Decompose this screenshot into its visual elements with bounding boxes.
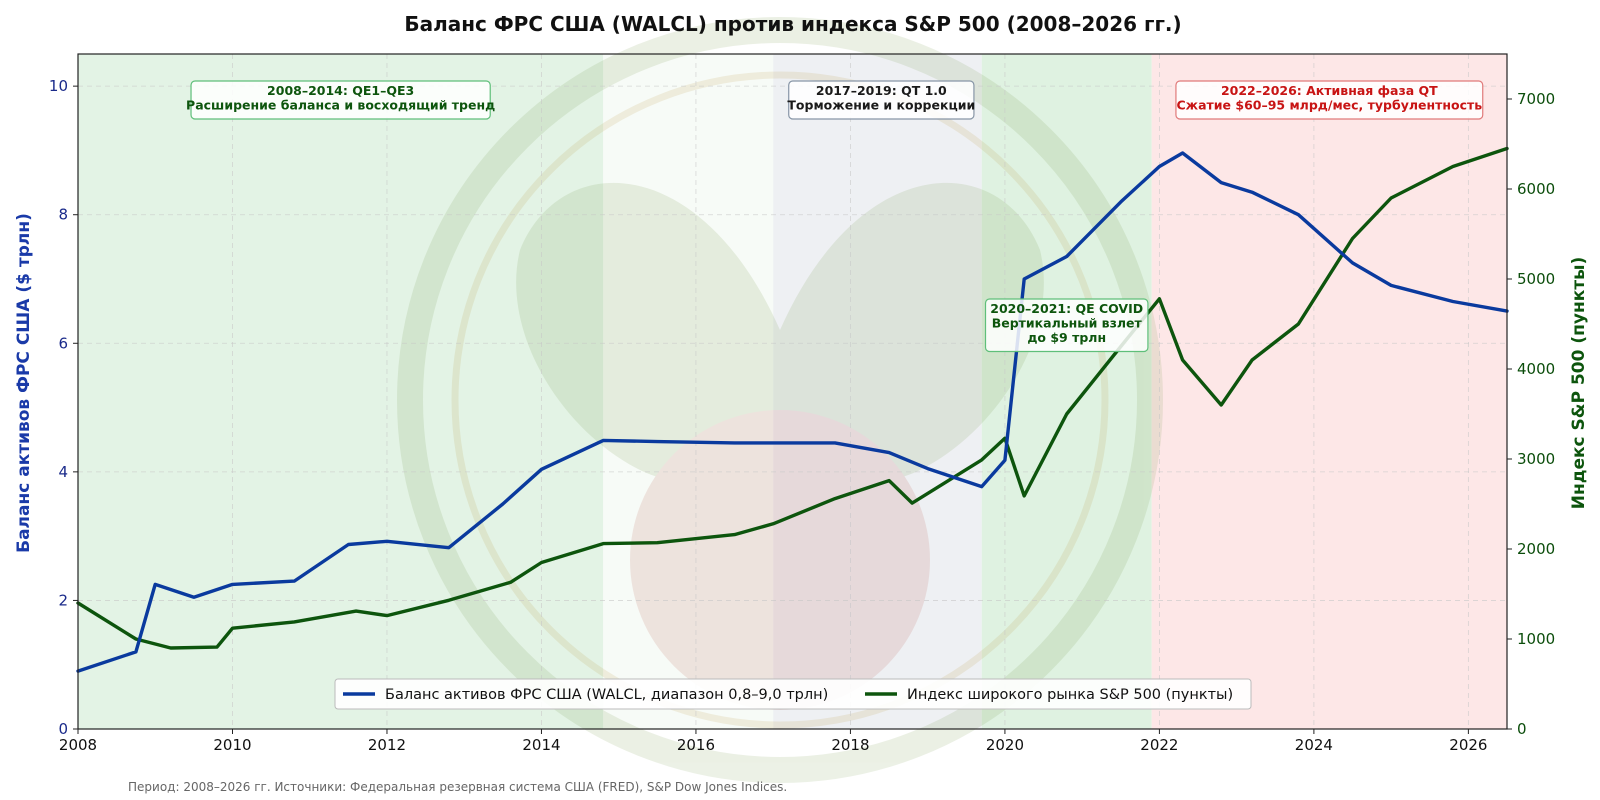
right-tick-label: 6000 bbox=[1517, 180, 1555, 198]
left-tick-label: 10 bbox=[49, 77, 68, 95]
region-band bbox=[1151, 54, 1507, 729]
series-line-fed-balance bbox=[76, 151, 1509, 673]
region-label-box bbox=[984, 298, 1149, 353]
legend-label: Баланс активов ФРС США (WALCL, диапазон … bbox=[385, 687, 828, 703]
chart-title: Баланс ФРС США (WALCL) против индекса S&… bbox=[404, 12, 1181, 36]
region-label-text: Расширение баланса и восходящий тренд bbox=[186, 98, 495, 113]
legend-box bbox=[334, 678, 1252, 710]
x-tick-label: 2018 bbox=[831, 736, 869, 754]
right-tick-label: 1000 bbox=[1517, 630, 1555, 648]
region-label-text: 2017–2019: QT 1.0 bbox=[816, 83, 947, 98]
series-lines bbox=[76, 146, 1509, 673]
x-tick-label: 2012 bbox=[368, 736, 406, 754]
x-tick-label: 2026 bbox=[1449, 736, 1487, 754]
region-label-box bbox=[788, 80, 975, 120]
region-band bbox=[603, 54, 774, 729]
footnote: Период: 2008–2026 гг. Источники: Федерал… bbox=[128, 780, 787, 794]
x-tick-label: 2016 bbox=[677, 736, 715, 754]
legend: Баланс активов ФРС США (WALCL, диапазон … bbox=[334, 678, 1252, 710]
left-tick-label: 2 bbox=[58, 591, 68, 609]
right-tick-label: 2000 bbox=[1517, 540, 1555, 558]
right-axis-ticks: 0 1000 2000 3000 4000 5000 6000 7000 bbox=[1507, 90, 1555, 738]
x-axis-ticks: 2008 2010 2012 2014 2016 2018 2020 2022 2024 2026 bbox=[59, 729, 1487, 754]
legend-label: Индекс широкого рынка S&P 500 (пункты) bbox=[907, 687, 1233, 703]
region-band bbox=[981, 54, 1152, 729]
right-tick-label: 3000 bbox=[1517, 450, 1555, 468]
region-label-text: до $9 трлн bbox=[1027, 330, 1106, 345]
region-label-text: Вертикальный взлет bbox=[992, 316, 1143, 331]
region-label-text: 2020–2021: QE COVID bbox=[990, 301, 1143, 316]
left-axis-ticks: 0 2 4 6 8 10 bbox=[49, 77, 78, 738]
region-label-text: Торможение и коррекции bbox=[787, 98, 975, 113]
right-tick-label: 7000 bbox=[1517, 90, 1555, 108]
plot-frame bbox=[77, 53, 1508, 730]
x-tick-label: 2024 bbox=[1295, 736, 1333, 754]
region-label-box bbox=[1175, 80, 1484, 120]
region-label-text: Сжатие $60–95 млрд/мес, турбулентность bbox=[1177, 98, 1483, 113]
region-label-box bbox=[190, 80, 491, 120]
region-label-text: 2008–2014: QE1–QE3 bbox=[267, 83, 414, 98]
region-label-text: 2022–2026: Активная фаза QT bbox=[1221, 83, 1438, 98]
x-tick-label: 2008 bbox=[59, 736, 97, 754]
watermark-logo bbox=[397, 17, 1163, 783]
left-tick-label: 6 bbox=[58, 334, 68, 352]
right-axis-label: Индекс S&P 500 (пункты) bbox=[1569, 257, 1589, 510]
series-line-sp500 bbox=[76, 146, 1509, 650]
x-tick-label: 2020 bbox=[986, 736, 1024, 754]
region-band bbox=[773, 54, 982, 729]
left-axis-label: Баланс активов ФРС США ($ трлн) bbox=[14, 213, 34, 553]
region-band bbox=[78, 54, 604, 729]
right-tick-label: 5000 bbox=[1517, 270, 1555, 288]
right-tick-label: 4000 bbox=[1517, 360, 1555, 378]
left-tick-label: 4 bbox=[58, 463, 68, 481]
x-tick-label: 2014 bbox=[522, 736, 560, 754]
x-tick-label: 2010 bbox=[213, 736, 251, 754]
left-tick-label: 0 bbox=[58, 720, 68, 738]
left-tick-label: 8 bbox=[58, 206, 68, 224]
right-tick-label: 0 bbox=[1517, 720, 1527, 738]
x-tick-label: 2022 bbox=[1140, 736, 1178, 754]
